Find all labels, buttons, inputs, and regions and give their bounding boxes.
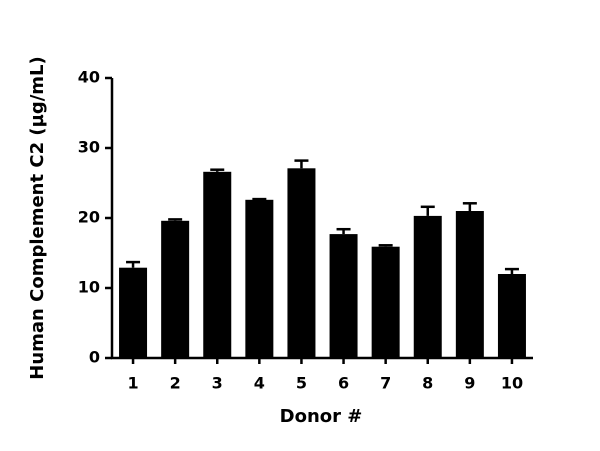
error-bar bbox=[462, 202, 477, 211]
x-tick-label: 10 bbox=[501, 374, 523, 393]
x-tick-label: 7 bbox=[380, 374, 391, 393]
x-tick-label: 8 bbox=[422, 374, 433, 393]
x-tick-label: 9 bbox=[464, 374, 475, 393]
bar bbox=[455, 211, 484, 358]
x-tick-label: 1 bbox=[127, 374, 138, 393]
error-bar bbox=[294, 159, 309, 169]
bar bbox=[245, 199, 274, 358]
error-bar bbox=[210, 168, 225, 172]
bar bbox=[371, 246, 400, 358]
error-bar bbox=[252, 197, 267, 201]
y-axis-title: Human Complement C2 (µg/mL) bbox=[27, 56, 48, 380]
error-bar bbox=[420, 205, 435, 216]
y-tick-label: 40 bbox=[78, 68, 100, 87]
bar bbox=[203, 171, 232, 358]
error-bar bbox=[378, 244, 393, 247]
bar bbox=[413, 215, 442, 358]
bar bbox=[161, 220, 190, 358]
y-tick-label: 30 bbox=[78, 138, 100, 157]
x-tick-label: 5 bbox=[296, 374, 307, 393]
x-tick-label: 4 bbox=[254, 374, 265, 393]
bar bbox=[287, 168, 316, 358]
bar bbox=[329, 234, 358, 358]
x-tick-label: 3 bbox=[212, 374, 223, 393]
error-bar bbox=[126, 260, 141, 268]
x-tick-label: 2 bbox=[170, 374, 181, 393]
y-tick-label: 10 bbox=[78, 278, 100, 297]
bar bbox=[119, 267, 148, 358]
error-bar bbox=[168, 218, 183, 221]
y-tick-label: 0 bbox=[89, 348, 100, 367]
y-tick-label: 20 bbox=[78, 208, 100, 227]
x-axis-title: Donor # bbox=[280, 406, 363, 427]
bar bbox=[497, 274, 526, 358]
x-tick-label: 6 bbox=[338, 374, 349, 393]
error-bar bbox=[504, 267, 519, 274]
error-bar bbox=[336, 227, 351, 235]
